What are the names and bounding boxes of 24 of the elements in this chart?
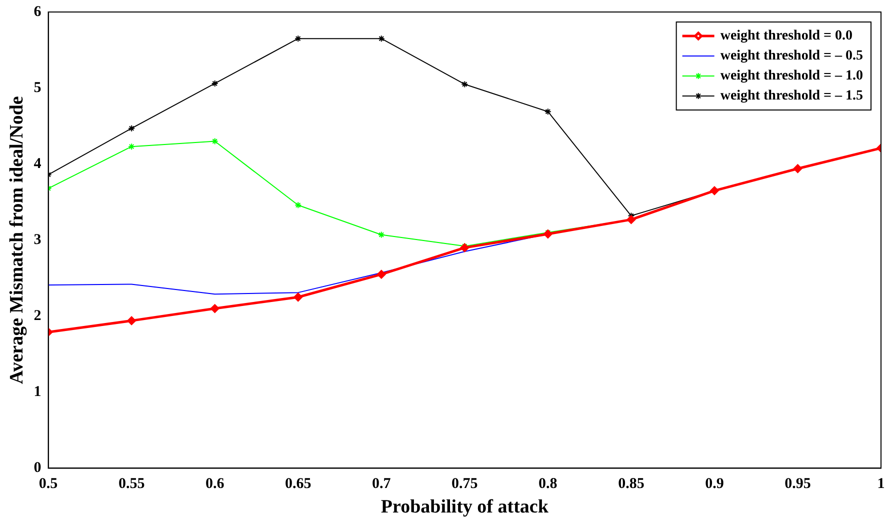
y-tick-label: 0: [34, 460, 42, 476]
x-tick-label: 0.8: [538, 476, 558, 492]
x-tick-label: 0.5: [38, 476, 58, 492]
x-axis-title: Probability of attack: [380, 496, 549, 518]
x-tick-label: 0.95: [784, 476, 811, 492]
legend-label: weight threshold = – 1.0: [720, 68, 864, 84]
y-tick-label: 1: [34, 384, 42, 400]
x-tick-label: 0.7: [372, 476, 392, 492]
x-tick-label: 1: [877, 476, 885, 492]
y-tick-label: 3: [34, 232, 42, 248]
y-tick-label: 5: [34, 80, 42, 96]
legend-label: weight threshold = 0.0: [720, 28, 853, 44]
x-tick-label: 0.65: [284, 476, 312, 492]
legend-label: weight threshold = – 1.5: [720, 88, 864, 104]
y-tick-label: 2: [34, 308, 42, 324]
y-tick-label: 6: [34, 4, 42, 20]
x-tick-label: 0.85: [618, 476, 644, 492]
legend-label: weight threshold = – 0.5: [720, 48, 864, 64]
x-tick-label: 0.55: [118, 476, 145, 492]
y-tick-label: 4: [34, 156, 42, 172]
x-tick-label: 0.75: [452, 476, 478, 492]
x-tick-label: 0.9: [705, 476, 724, 492]
x-tick-label: 0.6: [205, 476, 225, 492]
y-axis-title: Average Mismatch from ideal/Node: [6, 96, 28, 384]
